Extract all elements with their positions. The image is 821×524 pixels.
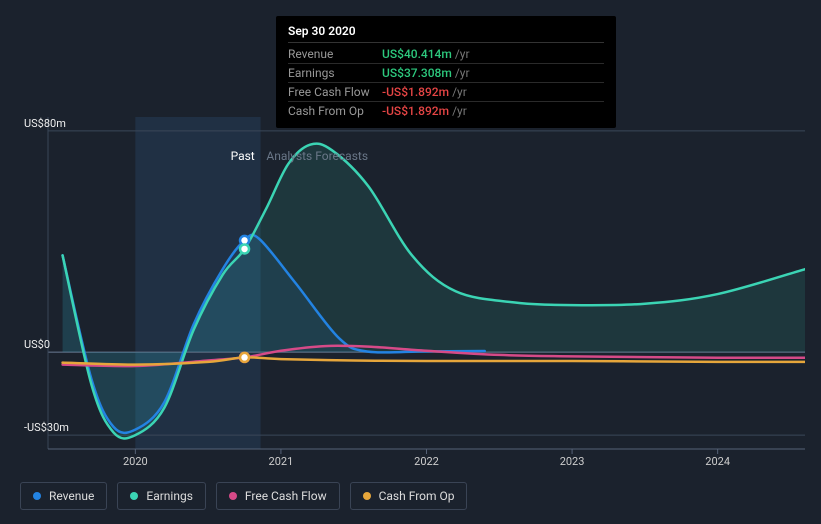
x-axis-label: 2023: [560, 455, 585, 468]
x-axis-label: 2022: [414, 455, 439, 468]
tooltip-row: Cash From Op-US$1.892m/yr: [288, 102, 604, 120]
tooltip-row-unit: /yr: [452, 104, 467, 118]
tooltip-row: RevenueUS$40.414m/yr: [288, 45, 604, 64]
financials-chart: US$80m US$0 -US$30m 2020 2021 2022 2023 2024 Pas…: [16, 117, 805, 469]
x-axis-label: 2021: [269, 455, 294, 468]
tooltip-row-label: Earnings: [288, 66, 382, 80]
tooltip-row-value: US$37.308m: [382, 66, 452, 80]
legend-item-fcf[interactable]: Free Cash Flow: [216, 482, 340, 510]
x-axis-label: 2024: [705, 455, 730, 468]
chart-tooltip: Sep 30 2020 RevenueUS$40.414m/yrEarnings…: [276, 16, 616, 128]
y-axis-label: US$80m: [24, 117, 66, 130]
x-axis-label: 2020: [123, 455, 148, 468]
legend-item-label: Cash From Op: [379, 489, 455, 503]
tooltip-row-value: -US$1.892m: [382, 104, 449, 118]
region-label-forecast: Analysts Forecasts: [266, 149, 368, 163]
legend-item-revenue[interactable]: Revenue: [20, 482, 107, 510]
tooltip-row-unit: /yr: [452, 85, 467, 99]
tooltip-row-value: US$40.414m: [382, 47, 452, 61]
legend-dot-icon: [363, 492, 371, 500]
tooltip-row-label: Cash From Op: [288, 104, 382, 118]
chart-legend: Revenue Earnings Free Cash Flow Cash From O…: [20, 482, 467, 510]
tooltip-row-unit: /yr: [455, 47, 470, 61]
legend-item-cfo[interactable]: Cash From Op: [350, 482, 468, 510]
y-axis-label: -US$30m: [24, 421, 69, 434]
y-axis-label: US$0: [24, 338, 50, 351]
tooltip-date: Sep 30 2020: [288, 24, 604, 43]
region-label-past: Past: [231, 149, 255, 163]
tooltip-row-unit: /yr: [455, 66, 470, 80]
legend-item-label: Revenue: [49, 489, 94, 503]
tooltip-row: Free Cash Flow-US$1.892m/yr: [288, 83, 604, 102]
legend-item-label: Free Cash Flow: [245, 489, 327, 503]
chart-svg: [16, 117, 805, 469]
legend-item-label: Earnings: [146, 489, 193, 503]
tooltip-row-label: Free Cash Flow: [288, 85, 382, 99]
tooltip-row-value: -US$1.892m: [382, 85, 449, 99]
tooltip-row-label: Revenue: [288, 47, 382, 61]
tooltip-row: EarningsUS$37.308m/yr: [288, 64, 604, 83]
legend-dot-icon: [33, 492, 41, 500]
legend-dot-icon: [229, 492, 237, 500]
legend-dot-icon: [130, 492, 138, 500]
legend-item-earnings[interactable]: Earnings: [117, 482, 206, 510]
